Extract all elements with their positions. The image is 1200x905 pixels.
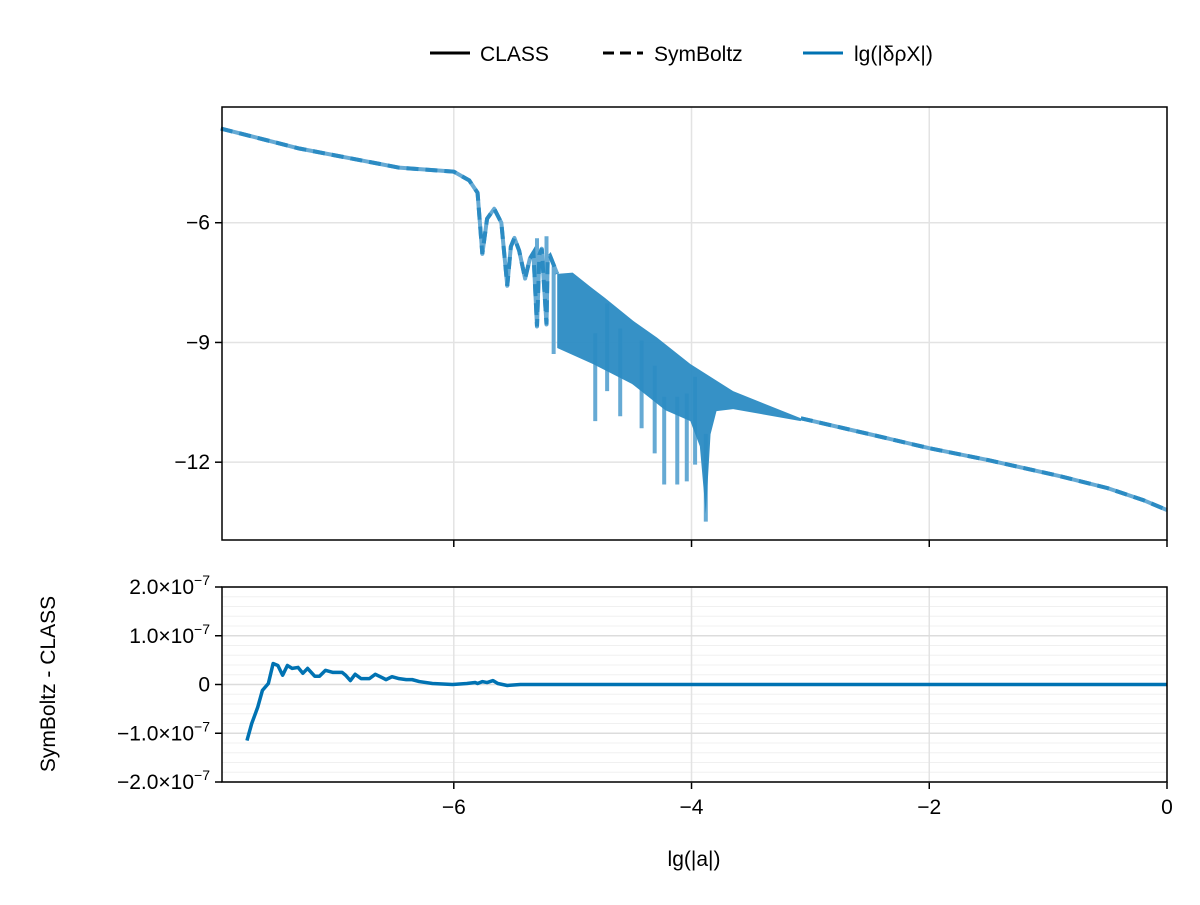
legend: CLASS SymBoltz lg(|δρX|) (430, 43, 933, 66)
bottom-y-tick-label: −1.0×10−7 (117, 718, 210, 745)
bottom-axes-frame (221, 586, 1168, 783)
symboltz-curve-tail (800, 416, 1168, 512)
bottom-x-axis-label: lg(|a|) (668, 848, 721, 871)
bottom-y-tick-label: 1.0×10−7 (129, 621, 210, 648)
bottom-y-axis-label: SymBoltz - CLASS (37, 596, 60, 772)
legend-class-label: CLASS (480, 43, 549, 66)
bottom-y-tick-label: 0 (198, 674, 210, 697)
bottom-x-tick-label: −6 (442, 796, 466, 819)
legend-drhox-label: lg(|δρX|) (854, 43, 933, 66)
oscillation-band (557, 272, 801, 515)
bottom-x-tick-label: −2 (917, 796, 941, 819)
top-y-tick-label: −9 (186, 331, 210, 354)
top-y-tick-label: −12 (174, 451, 210, 474)
difference-curve (245, 661, 1167, 742)
symboltz-curve (220, 126, 560, 327)
top-plot: −6 −9 −12 (174, 106, 1168, 547)
bottom-y-tick-label: −2.0×10−7 (117, 767, 210, 794)
top-y-tick-label: −6 (186, 212, 210, 235)
bottom-plot: −6 −4 −2 0 2.0×10−7 1.0×10−7 0 −1.0×10−7 −2.0×10… (117, 572, 1173, 819)
class-curve-tail (800, 416, 1168, 512)
class-curve (220, 126, 560, 329)
legend-symboltz-label: SymBoltz (654, 43, 743, 66)
bottom-y-tick-label: 2.0×10−7 (129, 572, 210, 599)
bottom-x-tick-label: −4 (680, 796, 704, 819)
bottom-x-tick-label: 0 (1161, 796, 1173, 819)
top-axes-frame (221, 106, 1168, 541)
